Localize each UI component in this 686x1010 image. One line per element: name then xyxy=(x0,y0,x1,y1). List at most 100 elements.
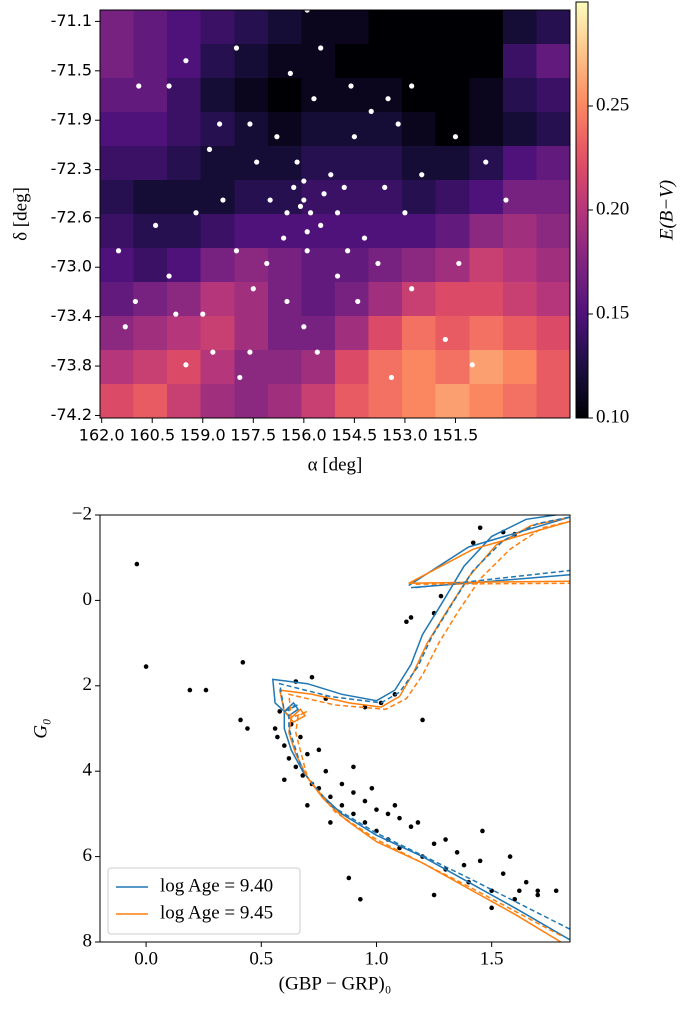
heatmap-cell xyxy=(402,44,437,79)
star-point xyxy=(461,862,467,868)
star-point xyxy=(203,687,209,693)
star-point xyxy=(351,790,356,795)
heatmap-cell xyxy=(368,248,403,283)
colorbar-tick-label: 0.15 xyxy=(596,302,629,323)
heatmap-cell xyxy=(234,44,269,79)
star-point xyxy=(443,837,448,842)
star-point xyxy=(254,159,260,165)
heatmap-cell xyxy=(200,248,235,283)
heatmap-cell xyxy=(301,316,336,351)
heatmap-cell xyxy=(536,282,571,317)
heatmap-cell xyxy=(502,44,538,79)
star-point xyxy=(301,178,307,184)
star-point xyxy=(483,159,489,165)
heatmap-cell xyxy=(100,316,135,351)
star-point xyxy=(334,210,341,216)
star-point xyxy=(409,286,415,292)
heatmap-cell xyxy=(234,10,269,45)
star-point xyxy=(143,664,149,669)
star-point xyxy=(456,260,462,267)
star-point xyxy=(318,45,324,51)
star-point xyxy=(300,773,306,778)
heatmap-cell xyxy=(133,10,168,45)
star-point xyxy=(503,197,509,203)
y-tick-label: -73.8 xyxy=(51,356,92,375)
heatmap-cell xyxy=(368,146,403,181)
star-point xyxy=(385,96,391,102)
heatmap-cell xyxy=(536,316,571,351)
star-point xyxy=(361,235,368,241)
axes-frame xyxy=(99,9,571,419)
star-point xyxy=(274,134,280,140)
heatmap-cell xyxy=(133,282,168,317)
heatmap-cell xyxy=(335,350,370,385)
heatmap-cell xyxy=(402,180,437,215)
star-point xyxy=(323,768,329,774)
star-point xyxy=(512,897,518,902)
heatmap-cell xyxy=(536,248,571,283)
star-point xyxy=(307,210,314,216)
star-point xyxy=(284,298,290,305)
star-point xyxy=(309,674,315,680)
x-tick-label: 156.0 xyxy=(281,426,327,445)
star-point xyxy=(240,660,246,665)
heatmap-cell xyxy=(435,112,470,147)
heatmap-cell xyxy=(435,282,470,317)
heatmap-cell xyxy=(100,180,135,215)
heatmap-cell xyxy=(335,180,370,215)
heatmap-cell xyxy=(368,384,403,419)
star-point xyxy=(415,820,421,825)
star-point xyxy=(247,349,253,355)
heatmap-cell xyxy=(234,180,269,215)
heatmap-cell xyxy=(200,10,235,45)
star-point xyxy=(362,820,368,825)
heatmap-cell xyxy=(100,350,135,385)
star-point xyxy=(282,777,287,783)
x-tick-label: 1.0 xyxy=(365,948,389,969)
legend-box xyxy=(107,867,301,935)
x-tick-label: 159.0 xyxy=(180,426,226,445)
star-point xyxy=(408,824,414,830)
heatmap-cell xyxy=(502,282,538,317)
heatmap-cell xyxy=(200,214,235,249)
axes-frame xyxy=(99,514,571,943)
star-point xyxy=(362,798,368,804)
heatmap-cell xyxy=(133,384,168,419)
star-point xyxy=(385,811,391,817)
star-point xyxy=(272,726,278,731)
star-point xyxy=(339,803,345,808)
heatmap-cell xyxy=(502,10,538,45)
heatmap-cell xyxy=(402,10,437,45)
star-point xyxy=(136,83,142,89)
star-point xyxy=(281,235,287,241)
heatmap-cell xyxy=(200,180,235,215)
heatmap-cell xyxy=(200,316,235,351)
y-tick-label: -72.3 xyxy=(51,159,92,178)
y-tick-label: -71.1 xyxy=(51,11,92,30)
heatmap-cell xyxy=(402,78,437,113)
heatmap-cell xyxy=(402,214,437,249)
star-point xyxy=(284,210,290,216)
star-point xyxy=(351,134,357,140)
star-point xyxy=(489,905,494,911)
heatmap-cell xyxy=(502,350,538,385)
x-tick-label: 151.5 xyxy=(433,426,479,445)
heatmap-cell xyxy=(368,350,403,385)
heatmap-cell xyxy=(234,146,269,181)
heatmap-cell xyxy=(133,248,168,283)
heatmap-cell xyxy=(335,214,370,249)
y-tick-label: -71.5 xyxy=(51,60,92,79)
star-point xyxy=(282,743,287,748)
heatmap-cell xyxy=(167,10,202,45)
heatmap-cell xyxy=(167,112,202,147)
star-point xyxy=(469,362,475,368)
star-point xyxy=(267,197,273,203)
y-tick-label: −2 xyxy=(72,503,92,524)
x-tick-label: 160.5 xyxy=(129,426,175,445)
heatmap-cell xyxy=(133,350,168,385)
heatmap-cell xyxy=(502,316,538,351)
heatmap-cell xyxy=(469,112,504,147)
heatmap-cell xyxy=(335,316,370,351)
heatmap-cell xyxy=(536,112,571,147)
